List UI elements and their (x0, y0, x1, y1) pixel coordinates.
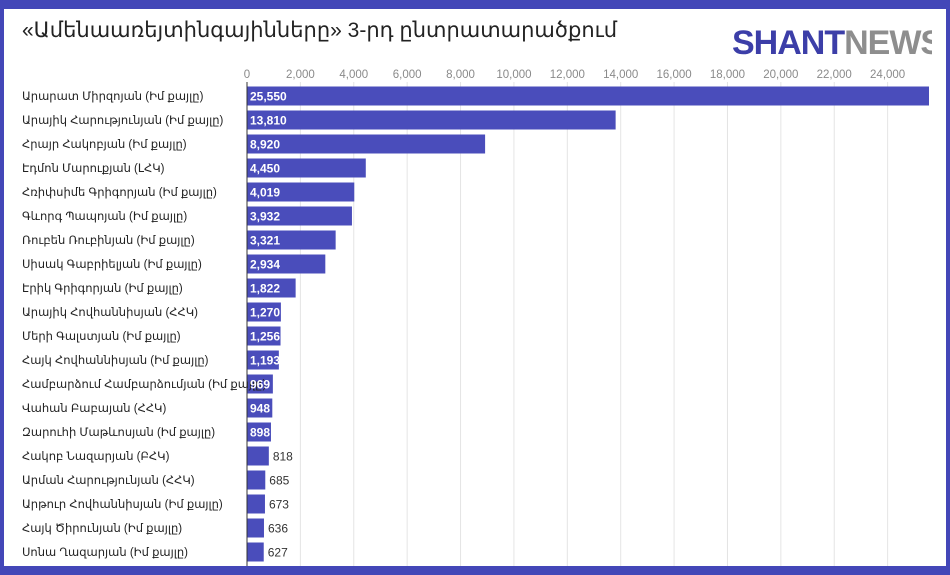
x-tick-label: 10,000 (496, 69, 531, 81)
bar (247, 302, 281, 322)
value-label: 2,934 (250, 258, 280, 272)
bar (247, 494, 265, 514)
value-label: 969 (250, 378, 270, 392)
x-tick-label: 4,000 (339, 69, 368, 81)
bar (247, 86, 929, 106)
value-label: 1,193 (250, 354, 280, 368)
bar (247, 446, 269, 466)
category-label: Զարուհի Մաթևոսյան (Իմ քայլը) (22, 426, 215, 439)
logo-text-news: NEWS (844, 24, 932, 62)
bar (247, 470, 266, 490)
svg-text:SHANTNEWS: SHANTNEWS (732, 24, 932, 62)
bar (247, 350, 279, 370)
bar (247, 110, 616, 130)
category-label: Ռուբեն Ռուբինյան (Իմ քայլը) (22, 234, 195, 247)
bar (247, 182, 355, 202)
bar (247, 278, 296, 298)
category-label: Էդմոն Մարուքյան (ԼՀԿ) (22, 162, 165, 175)
value-label: 673 (269, 498, 289, 512)
x-tick-label: 12,000 (550, 69, 585, 81)
value-label: 948 (250, 402, 270, 416)
bar (247, 134, 486, 154)
category-label: Հակոբ Նազարյան (ԲՀԿ) (22, 450, 170, 463)
value-label: 1,270 (250, 306, 280, 320)
bar (247, 158, 366, 178)
bar (247, 542, 264, 562)
value-label: 8,920 (250, 138, 280, 152)
category-label: Արայիկ Հովհաննիսյան (ՀՀԿ) (22, 306, 198, 319)
bar (247, 326, 281, 346)
value-label: 1,256 (250, 330, 280, 344)
value-label: 627 (268, 546, 288, 560)
category-label: Սիսակ Գաբրիելյան (Իմ քայլը) (22, 258, 202, 271)
frame-left-border (0, 0, 4, 575)
x-tick-label: 24,000 (870, 69, 905, 81)
x-tick-label: 16,000 (656, 69, 691, 81)
x-tick-label: 14,000 (603, 69, 638, 81)
frame-right-border (946, 0, 950, 575)
category-label: Գևորգ Պապոյան (Իմ քայլը) (22, 210, 187, 223)
value-label: 3,321 (250, 234, 280, 248)
value-label: 25,550 (250, 90, 287, 104)
category-label: Համբարձում Համբարձումյան (Իմ քայլը) (22, 378, 266, 391)
category-label: Սոնա Ղազարյան (Իմ քայլը) (22, 546, 188, 559)
bar (247, 254, 326, 274)
chart-title: «Ամենաառեյտինգայինները» 3-րդ ընտրատարածք… (22, 19, 618, 42)
bar (247, 518, 264, 538)
category-label: Արարատ Միրզոյան (Իմ քայլը) (22, 90, 204, 103)
value-label: 4,019 (250, 186, 280, 200)
category-label: Արայիկ Հարությունյան (Իմ քայլը) (22, 114, 224, 127)
logo-text-shant: SHANT (732, 24, 845, 62)
category-label: Վահան Բաբայան (ՀՀԿ) (22, 402, 166, 415)
value-label: 818 (273, 450, 293, 464)
value-label: 898 (250, 426, 270, 440)
x-tick-label: 18,000 (710, 69, 745, 81)
x-tick-label: 0 (244, 69, 250, 81)
bar (247, 206, 352, 226)
value-label: 13,810 (250, 114, 287, 128)
x-tick-label: 6,000 (393, 69, 422, 81)
category-label: Մերի Գալստյան (Իմ քայլը) (22, 330, 181, 343)
category-label: Հռիփսիմե Գրիգորյան (Իմ քայլը) (22, 186, 217, 199)
value-label: 685 (269, 474, 289, 488)
bar (247, 422, 271, 442)
x-tick-label: 2,000 (286, 69, 315, 81)
x-tick-label: 8,000 (446, 69, 475, 81)
shantnews-logo: SHANTNEWS (732, 24, 932, 62)
value-label: 636 (268, 522, 288, 536)
category-label: Հայկ Ծիրունյան (Իմ քայլը) (22, 522, 182, 535)
value-label: 3,932 (250, 210, 280, 224)
category-label: Էրիկ Գրիգորյան (Իմ քայլը) (22, 282, 183, 295)
frame-bottom-border (0, 566, 950, 575)
x-tick-label: 20,000 (763, 69, 798, 81)
value-label: 1,822 (250, 282, 280, 296)
bar (247, 374, 273, 394)
bar (247, 398, 273, 418)
frame-top-border (0, 0, 950, 9)
category-label: Հայկ Հովհաննիսյան (Իմ քայլը) (22, 354, 209, 367)
value-label: 4,450 (250, 162, 280, 176)
bar (247, 230, 336, 250)
category-label: Արման Հարությունյան (ՀՀԿ) (22, 474, 195, 487)
x-tick-label: 22,000 (817, 69, 852, 81)
category-label: Հրայր Հակոբյան (Իմ քայլը) (22, 138, 187, 151)
category-label: Արթուր Հովհաննիսյան (Իմ քայլը) (22, 498, 223, 511)
